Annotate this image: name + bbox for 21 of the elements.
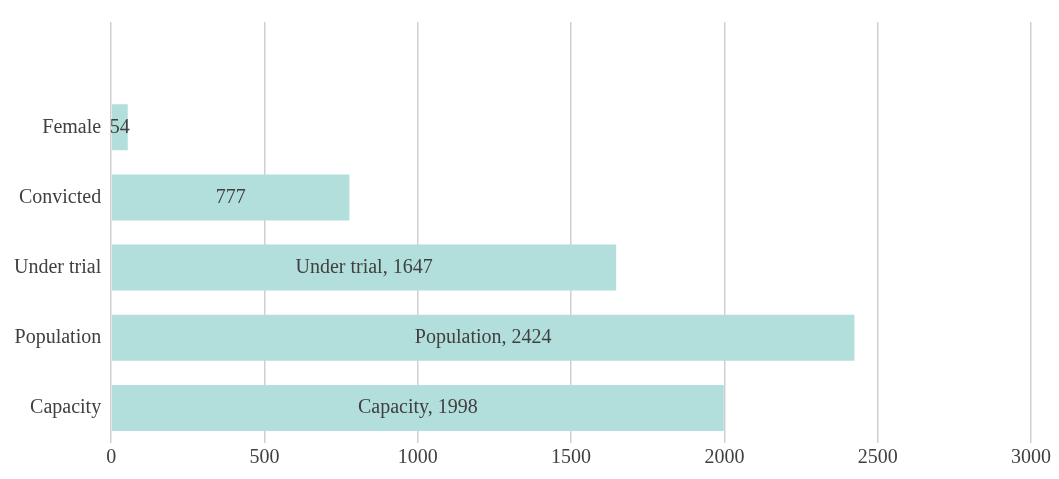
data-label: 54 [109,114,130,137]
x-tick-label: 2000 [704,445,745,468]
data-label: Capacity, 1998 [357,395,478,419]
y-tick-label: Female [42,114,102,137]
x-tick-label: 1000 [397,445,438,468]
bar [111,174,350,221]
x-tick-label: 500 [249,445,280,468]
bar [111,244,617,291]
x-tick-label: 3000 [1011,445,1051,468]
x-tick-label: 0 [106,445,117,468]
data-label: 777 [215,184,246,207]
y-tick-label: Under trial [14,254,102,277]
y-tick-label: Convicted [18,184,102,207]
x-tick-label: 1500 [551,445,592,468]
bar [111,384,724,431]
y-tick-label: Population [14,325,102,348]
x-tick-label: 2500 [857,445,898,468]
y-tick-label: Capacity [30,395,102,419]
data-label: Population, 2424 [414,325,552,348]
data-label: Under trial, 1647 [295,254,433,277]
bar [111,314,855,361]
